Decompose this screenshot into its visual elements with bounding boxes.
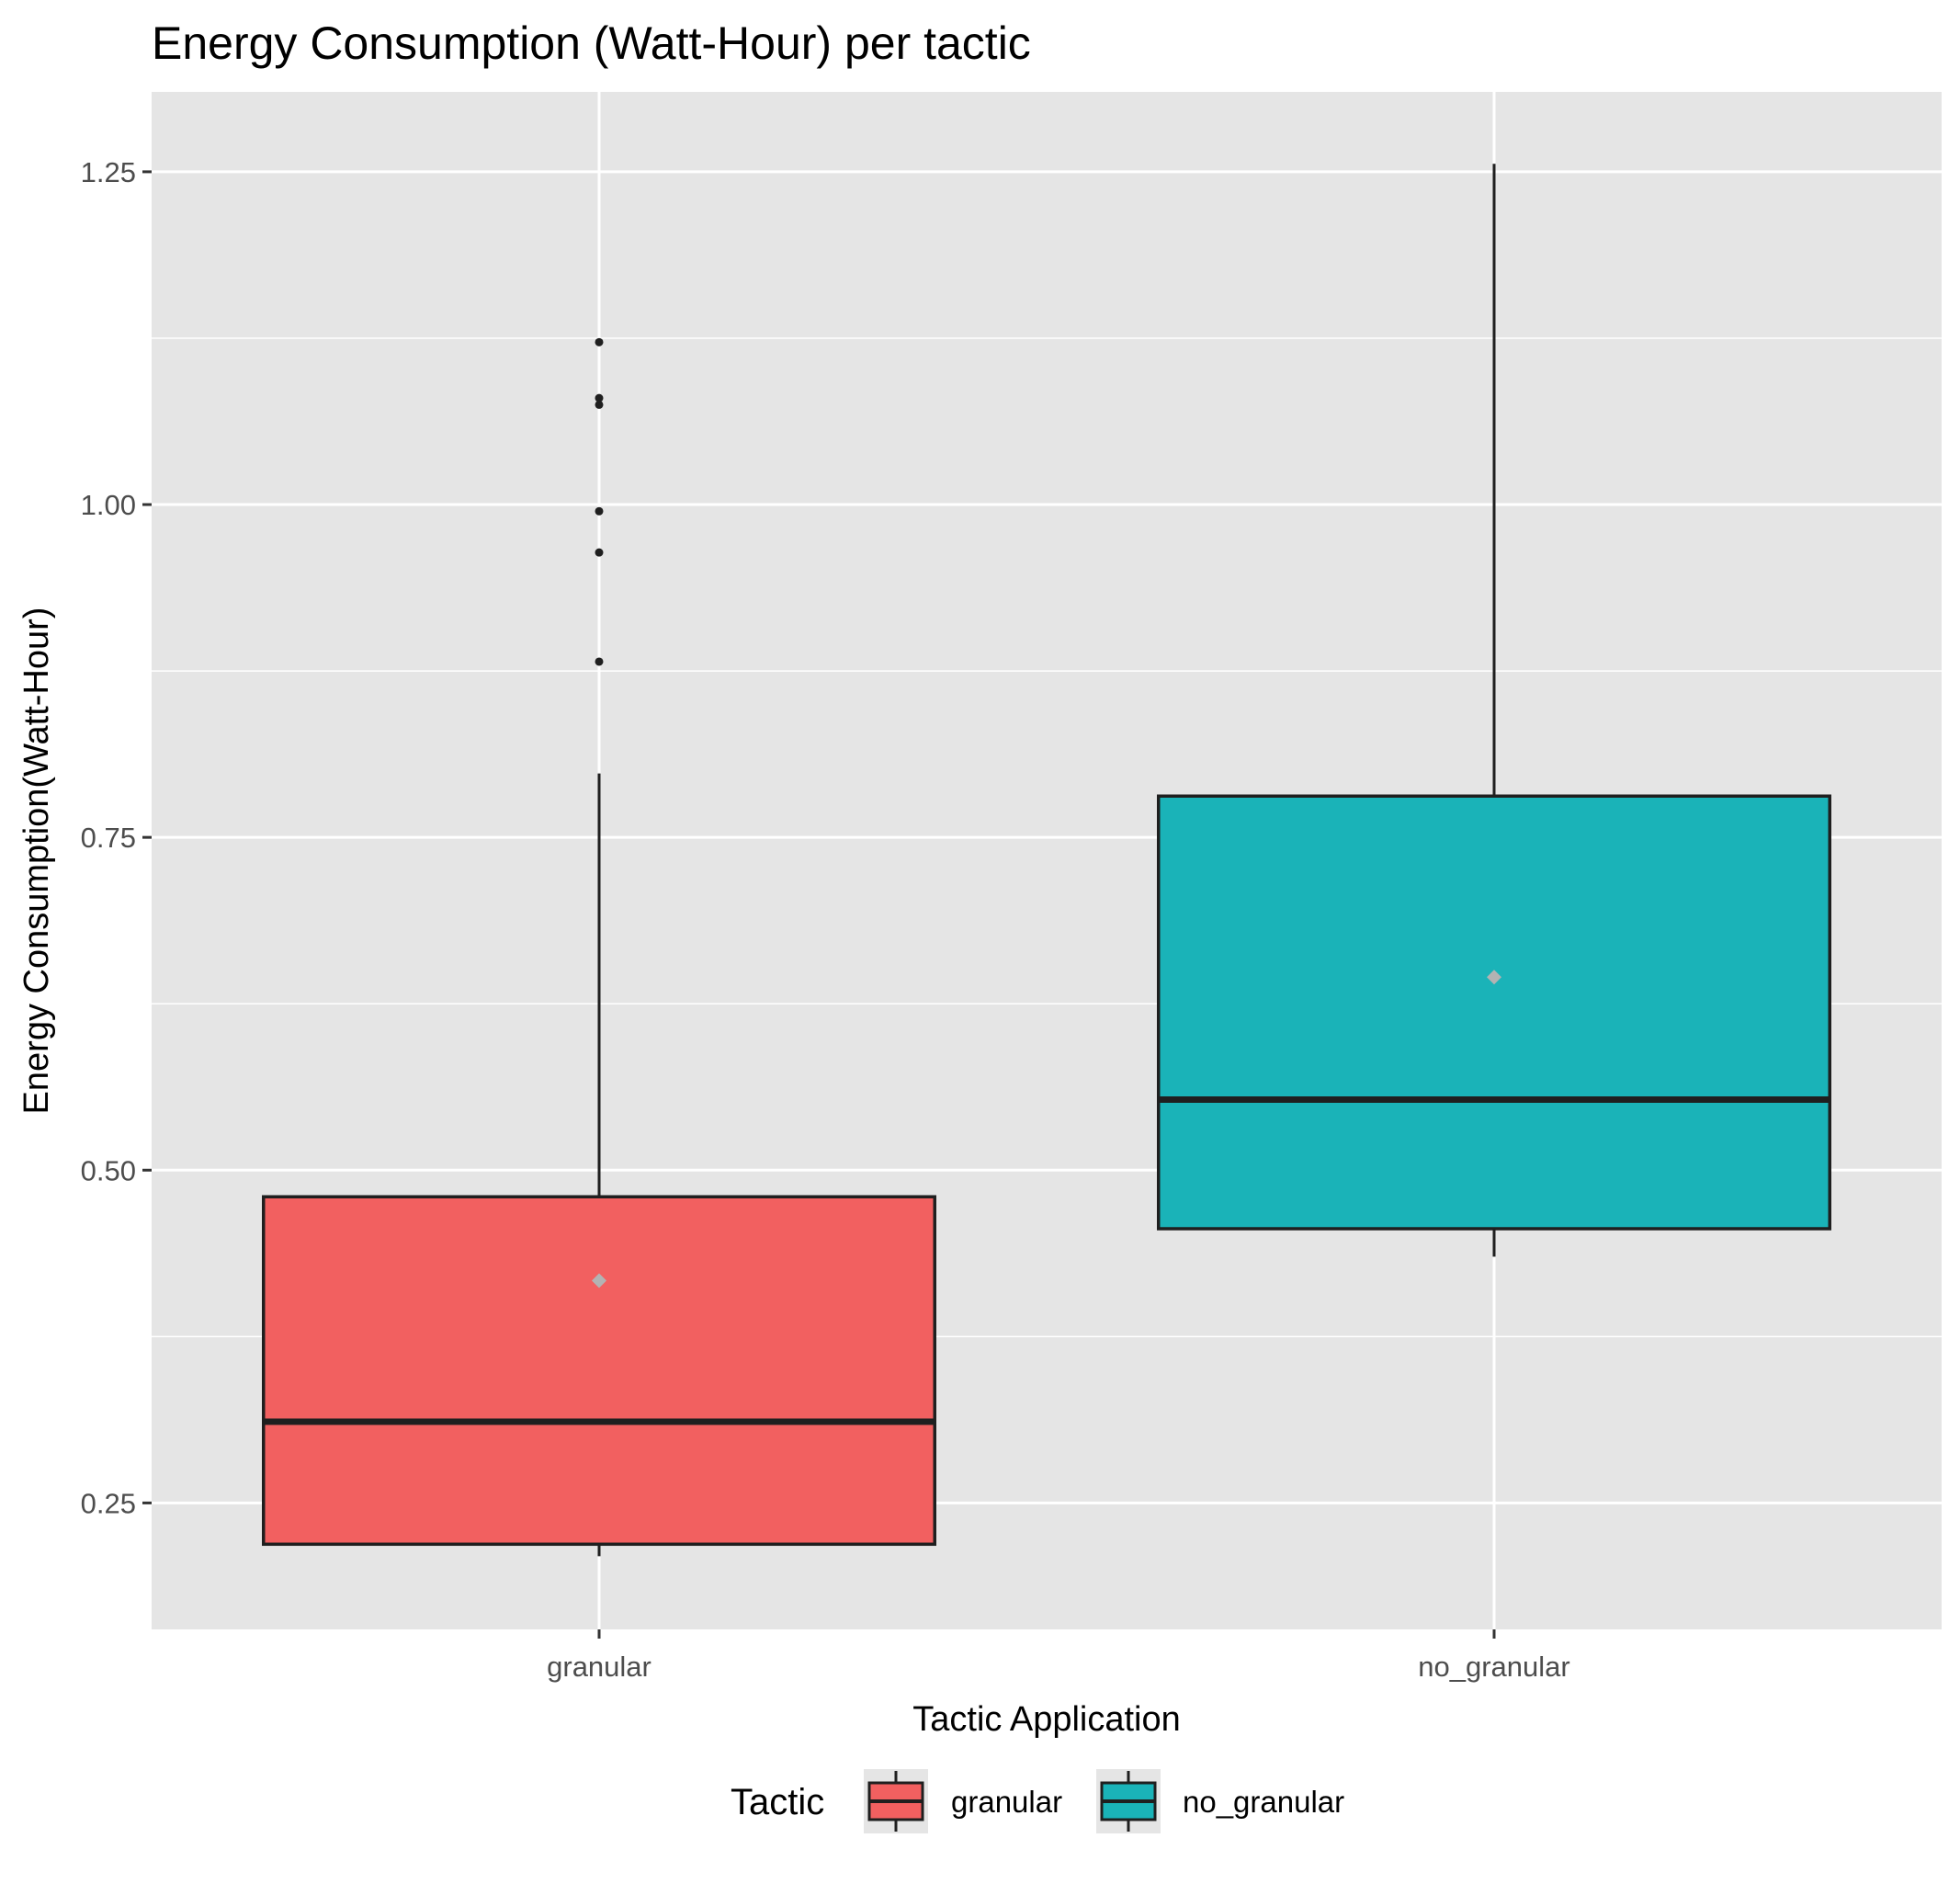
outlier-point <box>595 400 604 409</box>
y-tick-label: 0.75 <box>81 822 136 854</box>
outlier-point <box>595 393 604 403</box>
outlier-point <box>595 337 604 346</box>
x-axis-title: Tactic Application <box>912 1700 1181 1739</box>
outlier-point <box>595 657 604 666</box>
legend-label-no_granular: no_granular <box>1183 1785 1344 1819</box>
legend: Tactic granular no_granular <box>731 1769 1344 1833</box>
x-tick-label: granular <box>547 1651 651 1683</box>
y-tick-label: 1.00 <box>81 489 136 521</box>
legend-key-granular <box>864 1769 928 1833</box>
boxes <box>262 164 1831 1557</box>
legend-key-no_granular <box>1096 1769 1161 1833</box>
chart-title: Energy Consumption (Watt-Hour) per tacti… <box>152 17 1031 69</box>
x-tick-label: no_granular <box>1418 1651 1569 1683</box>
mean-marker <box>1487 970 1501 985</box>
y-tick-label: 0.25 <box>81 1487 136 1519</box>
mean-marker <box>592 1273 606 1288</box>
y-axis-title: Energy Consumption(Watt-Hour) <box>17 607 56 1115</box>
box-no_granular <box>1157 164 1831 1257</box>
y-tick-label: 1.25 <box>81 156 136 188</box>
y-tick-label: 0.50 <box>81 1154 136 1186</box>
legend-label-granular: granular <box>951 1785 1062 1819</box>
outlier-point <box>595 548 604 557</box>
box-granular <box>262 337 936 1557</box>
iqr-box <box>262 1195 936 1547</box>
outlier-point <box>595 506 604 516</box>
axes: 0.25 0.50 0.75 1.00 1.25 granular no_granular <box>81 156 1570 1683</box>
iqr-box <box>1157 794 1831 1231</box>
legend-title: Tactic <box>731 1782 824 1822</box>
